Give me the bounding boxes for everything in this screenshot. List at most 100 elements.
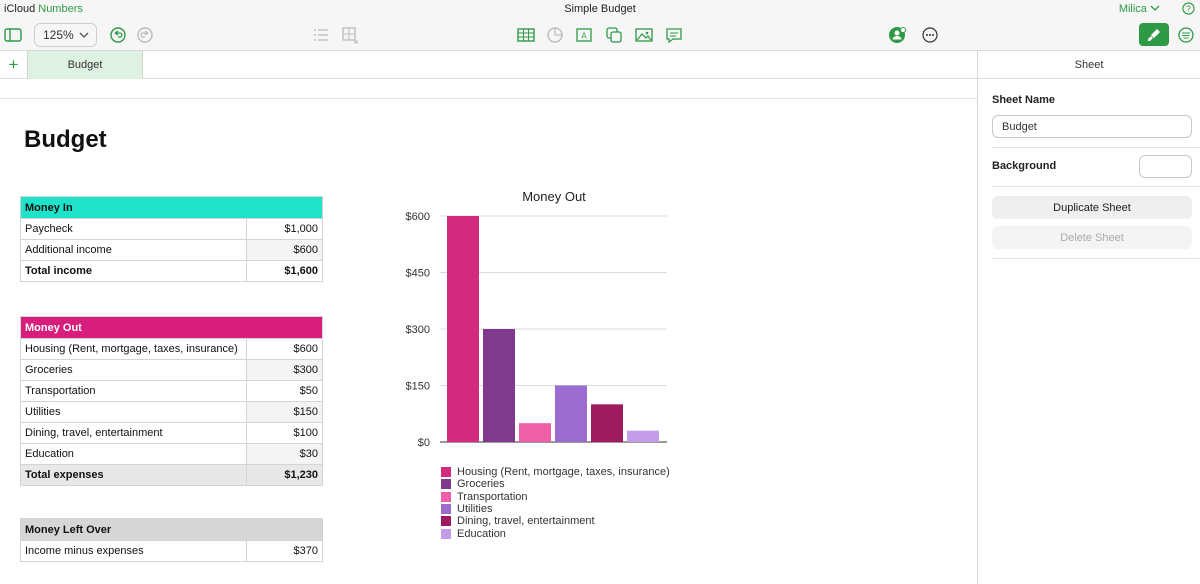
paintbrush-icon (1148, 28, 1160, 41)
tab-sheet[interactable]: Sheet (978, 51, 1200, 79)
table-row[interactable]: Additional income $600 (20, 239, 323, 261)
table-total-row[interactable]: Total income $1,600 (20, 260, 323, 282)
table-row[interactable]: Groceries $300 (20, 359, 323, 381)
list-icon[interactable] (311, 25, 331, 45)
table-cell[interactable]: Transportation (20, 380, 247, 402)
table-cell[interactable]: Education (20, 443, 247, 465)
brand-icloud: iCloud (4, 3, 36, 15)
divider (992, 258, 1200, 259)
table-cell[interactable]: $30 (246, 443, 323, 465)
table-cell[interactable]: Dining, travel, entertainment (20, 422, 247, 444)
sheet-name-input[interactable] (992, 115, 1192, 138)
table-cell[interactable]: Income minus expenses (20, 540, 247, 562)
table-header[interactable]: Money Out (20, 316, 323, 339)
y-tick-label: $150 (406, 381, 430, 393)
legend-item: Housing (Rent, mortgage, taxes, insuranc… (441, 466, 670, 478)
legend-label: Transportation (457, 490, 528, 503)
zoom-select[interactable]: 125% (34, 23, 97, 47)
document-title[interactable]: Simple Budget (564, 3, 636, 15)
legend-label: Dining, travel, entertainment (457, 515, 595, 528)
more-icon[interactable] (920, 25, 940, 45)
table-cell[interactable]: $1,600 (246, 260, 323, 282)
table-cell[interactable]: Total expenses (20, 464, 247, 486)
money-out-table[interactable]: Money Out Housing (Rent, mortgage, taxes… (20, 316, 323, 486)
svg-text:?: ? (1186, 3, 1191, 13)
chart-icon[interactable] (545, 25, 565, 45)
user-menu[interactable]: Milica (1119, 3, 1160, 15)
comment-icon[interactable] (664, 25, 684, 45)
legend-item: Groceries (441, 478, 670, 490)
sheet-heading[interactable]: Budget (24, 126, 107, 153)
text-box-icon[interactable]: A (574, 25, 594, 45)
y-tick-label: $450 (406, 268, 430, 280)
table-header-row[interactable]: Money Left Over (20, 518, 323, 541)
undo-icon[interactable] (108, 25, 128, 45)
legend-swatch (441, 504, 451, 515)
table-cell[interactable]: $600 (246, 338, 323, 360)
chart-bar[interactable] (519, 423, 551, 442)
chart-legend[interactable]: Housing (Rent, mortgage, taxes, insuranc… (441, 466, 670, 540)
background-label: Background (992, 160, 1057, 172)
table-row[interactable]: Transportation $50 (20, 380, 323, 402)
tab-budget[interactable]: Budget (27, 51, 143, 79)
divider (0, 98, 977, 99)
chart-bar[interactable] (591, 404, 623, 442)
table-header[interactable]: Money Left Over (20, 518, 323, 541)
table-cell[interactable]: $1,000 (246, 218, 323, 240)
chart-bar[interactable] (447, 216, 479, 442)
chart-title[interactable]: Money Out (522, 189, 586, 204)
sidebar-toggle-icon[interactable] (3, 25, 23, 45)
media-icon[interactable] (634, 25, 654, 45)
table-cell[interactable]: Total income (20, 260, 247, 282)
help-icon[interactable]: ? (1182, 2, 1195, 15)
table-cell[interactable]: Paycheck (20, 218, 247, 240)
money-in-table[interactable]: Money In Paycheck $1,000 Additional inco… (20, 196, 323, 282)
chart-bar[interactable] (483, 329, 515, 442)
table-cell[interactable]: Additional income (20, 239, 247, 261)
legend-swatch (441, 479, 451, 490)
table-cell[interactable]: $600 (246, 239, 323, 261)
delete-sheet-button[interactable]: Delete Sheet (992, 226, 1192, 249)
table-cell[interactable]: $100 (246, 422, 323, 444)
app-brand[interactable]: iCloud Numbers (4, 3, 83, 15)
chart-bar[interactable] (627, 430, 659, 442)
y-tick-label: $600 (406, 211, 430, 223)
table-cell[interactable]: $50 (246, 380, 323, 402)
table-row[interactable]: Education $30 (20, 443, 323, 465)
legend-item: Utilities (441, 503, 670, 515)
chart-bar[interactable] (555, 385, 587, 443)
money-left-table[interactable]: Money Left Over Income minus expenses $3… (20, 518, 323, 562)
table-cell[interactable]: Groceries (20, 359, 247, 381)
shape-icon[interactable] (604, 25, 624, 45)
table-row[interactable]: Income minus expenses $370 (20, 540, 323, 562)
redo-icon[interactable] (135, 25, 155, 45)
table-icon[interactable] (516, 25, 536, 45)
table-row[interactable]: Housing (Rent, mortgage, taxes, insuranc… (20, 338, 323, 360)
sheet-canvas: Budget Money In Paycheck $1,000 Addition… (0, 80, 977, 584)
add-sheet-button[interactable]: + (0, 51, 27, 79)
format-button[interactable] (1139, 23, 1169, 46)
money-out-chart[interactable]: $0 $150 $300 $450 $600 (390, 206, 680, 456)
table-cell[interactable]: Utilities (20, 401, 247, 423)
table-row[interactable]: Utilities $150 (20, 401, 323, 423)
organize-icon[interactable] (1176, 25, 1196, 45)
table-header-row[interactable]: Money In (20, 196, 323, 219)
table-row[interactable]: Paycheck $1,000 (20, 218, 323, 240)
plus-icon: + (8, 55, 19, 74)
legend-swatch (441, 516, 451, 527)
insert-table-icon[interactable] (340, 25, 360, 45)
table-cell[interactable]: $150 (246, 401, 323, 423)
table-row[interactable]: Dining, travel, entertainment $100 (20, 422, 323, 444)
table-header-row[interactable]: Money Out (20, 316, 323, 339)
collaborate-icon[interactable] (887, 25, 907, 45)
table-cell[interactable]: $300 (246, 359, 323, 381)
table-cell[interactable]: $1,230 (246, 464, 323, 486)
table-cell[interactable]: Housing (Rent, mortgage, taxes, insuranc… (20, 338, 247, 360)
divider (992, 147, 1200, 148)
table-cell[interactable]: $370 (246, 540, 323, 562)
table-header[interactable]: Money In (20, 196, 323, 219)
duplicate-sheet-button[interactable]: Duplicate Sheet (992, 196, 1192, 219)
legend-swatch (441, 528, 451, 539)
table-total-row[interactable]: Total expenses $1,230 (20, 464, 323, 486)
background-color-well[interactable] (1139, 155, 1192, 178)
